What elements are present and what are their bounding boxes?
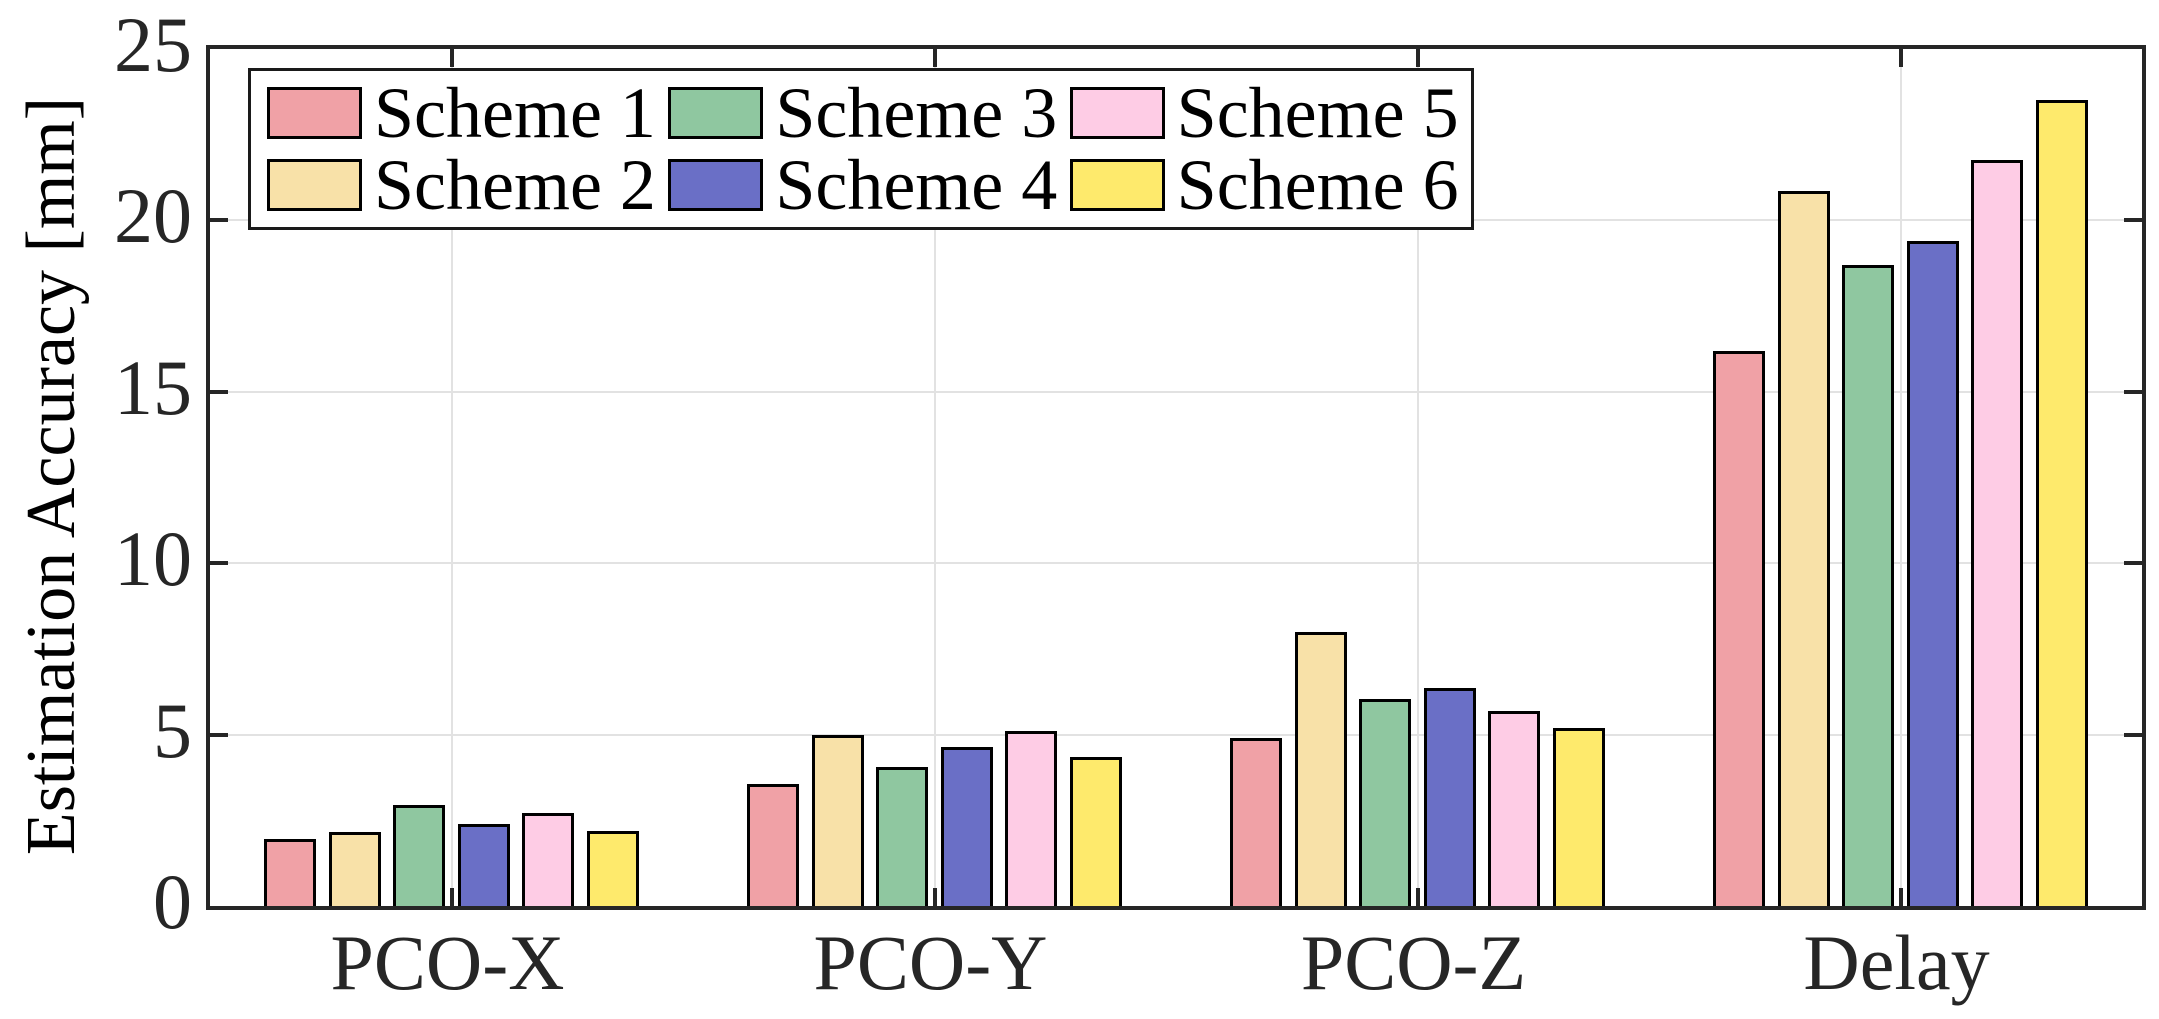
x-tick-mark-pco-z	[1415, 888, 1420, 906]
legend-entry-scheme-2: Scheme 2	[267, 149, 668, 221]
y-tick-mark-20	[210, 218, 228, 223]
bar-scheme-1-pco-x	[264, 839, 316, 906]
legend-swatch-scheme-1	[267, 87, 362, 139]
legend-label-scheme-4: Scheme 4	[775, 145, 1058, 225]
plot-area: Scheme 1 Scheme 2 Scheme 3 Scheme 4 Scheme 5…	[206, 45, 2146, 910]
bar-scheme-1-pco-z	[1230, 738, 1282, 906]
x-tick-mark-pco-x	[449, 888, 454, 906]
legend-label-scheme-3: Scheme 3	[775, 73, 1058, 153]
bar-scheme-4-pco-x	[457, 823, 510, 906]
legend-swatch-scheme-3	[668, 87, 764, 139]
bar-scheme-2-pco-z	[1294, 631, 1347, 906]
y-tick-mark-10	[210, 561, 228, 566]
y-tick-label-5: 5	[153, 686, 192, 774]
bar-scheme-3-pco-y	[876, 767, 929, 906]
legend-entry-scheme-6: Scheme 6	[1069, 145, 1471, 225]
x-tick-mark-top-delay	[1898, 49, 1903, 67]
bar-scheme-6-pco-x	[587, 830, 639, 906]
x-tick-label-delay: Delay	[1803, 919, 1990, 1006]
x-tick-label-pco-x: PCO-X	[330, 919, 565, 1006]
v-gridline-pco-z	[1416, 49, 1419, 906]
bar-scheme-5-pco-y	[1005, 731, 1058, 906]
legend-label-scheme-1: Scheme 1	[374, 73, 656, 153]
bar-scheme-2-pco-y	[811, 734, 864, 906]
x-tick-mark-top-pco-x	[449, 49, 454, 67]
bar-scheme-5-delay	[1971, 160, 2024, 906]
x-tick-label-pco-z: PCO-Z	[1300, 919, 1527, 1006]
bar-scheme-1-pco-y	[747, 784, 799, 906]
legend-label-scheme-2: Scheme 2	[374, 145, 656, 225]
y-tick-mark-5	[210, 732, 228, 737]
bar-scheme-6-pco-y	[1070, 756, 1122, 906]
h-gridline-10	[210, 562, 2142, 565]
bar-scheme-3-pco-x	[393, 804, 446, 906]
x-tick-label-pco-y: PCO-Y	[813, 919, 1048, 1006]
v-gridline-pco-x	[450, 49, 453, 906]
x-tick-mark-top-pco-z	[1415, 49, 1420, 67]
bar-scheme-4-pco-y	[940, 746, 993, 906]
legend-entry-scheme-1: Scheme 1	[267, 77, 668, 149]
h-gridline-15	[210, 390, 2142, 393]
y-tick-mark-right-10	[2124, 561, 2142, 566]
legend-entry-scheme-3: Scheme 3	[668, 77, 1069, 149]
bar-scheme-1-delay	[1713, 350, 1765, 906]
y-tick-label-20: 20	[114, 172, 192, 260]
legend-label-scheme-6: Scheme 6	[1176, 145, 1459, 225]
legend-entry-scheme-5: Scheme 5	[1069, 73, 1471, 153]
bar-scheme-3-pco-z	[1359, 698, 1412, 906]
legend-swatch-scheme-4	[668, 159, 764, 211]
bar-scheme-5-pco-x	[522, 813, 575, 906]
bar-scheme-4-delay	[1906, 240, 1959, 906]
bar-scheme-2-pco-x	[328, 832, 381, 906]
x-tick-mark-delay	[1898, 888, 1903, 906]
bar-scheme-6-pco-z	[1553, 727, 1605, 906]
v-gridline-delay	[1899, 49, 1902, 906]
legend-label-scheme-5: Scheme 5	[1176, 73, 1459, 153]
bar-scheme-4-pco-z	[1423, 688, 1476, 906]
legend: Scheme 1 Scheme 2 Scheme 3 Scheme 4 Scheme 5…	[248, 68, 1474, 230]
y-tick-label-25: 25	[114, 1, 192, 88]
x-tick-mark-pco-y	[932, 888, 937, 906]
y-tick-label-0: 0	[153, 858, 192, 945]
bar-scheme-2-delay	[1777, 191, 1830, 906]
y-tick-mark-right-5	[2124, 732, 2142, 737]
legend-swatch-scheme-5	[1069, 87, 1165, 139]
legend-swatch-scheme-6	[1069, 159, 1165, 211]
h-gridline-5	[210, 733, 2142, 736]
bar-scheme-6-delay	[2036, 100, 2088, 906]
y-tick-mark-right-15	[2124, 389, 2142, 394]
bar-scheme-5-pco-z	[1488, 710, 1541, 906]
y-tick-label-15: 15	[114, 343, 192, 431]
v-gridline-pco-y	[933, 49, 936, 906]
bar-scheme-3-delay	[1842, 264, 1895, 906]
y-tick-mark-right-20	[2124, 218, 2142, 223]
y-tick-label-10: 10	[114, 515, 192, 603]
y-tick-mark-15	[210, 389, 228, 394]
x-tick-mark-top-pco-y	[932, 49, 937, 67]
y-axis-label: Estimation Accuracy [mm]	[13, 96, 90, 856]
legend-entry-scheme-4: Scheme 4	[668, 149, 1069, 221]
legend-swatch-scheme-2	[267, 159, 362, 211]
